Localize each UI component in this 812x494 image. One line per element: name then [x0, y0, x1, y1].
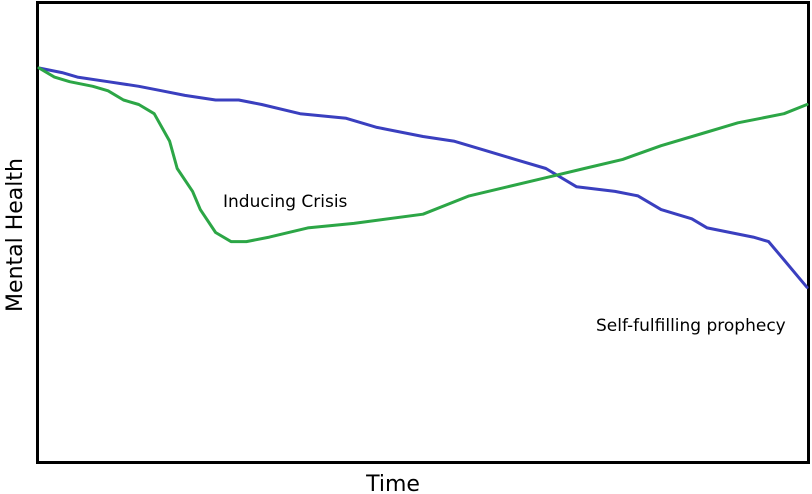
plot-frame — [36, 1, 810, 464]
y-axis-label: Mental Health — [3, 158, 28, 312]
annotation-self-fulfilling-prophecy: Self-fulfilling prophecy — [596, 316, 786, 336]
x-axis-label: Time — [365, 472, 420, 494]
series-layer — [37, 66, 809, 289]
annotation-inducing-crisis: Inducing Crisis — [223, 192, 348, 212]
series-line-2 — [37, 66, 809, 244]
series-line-1 — [37, 66, 809, 289]
